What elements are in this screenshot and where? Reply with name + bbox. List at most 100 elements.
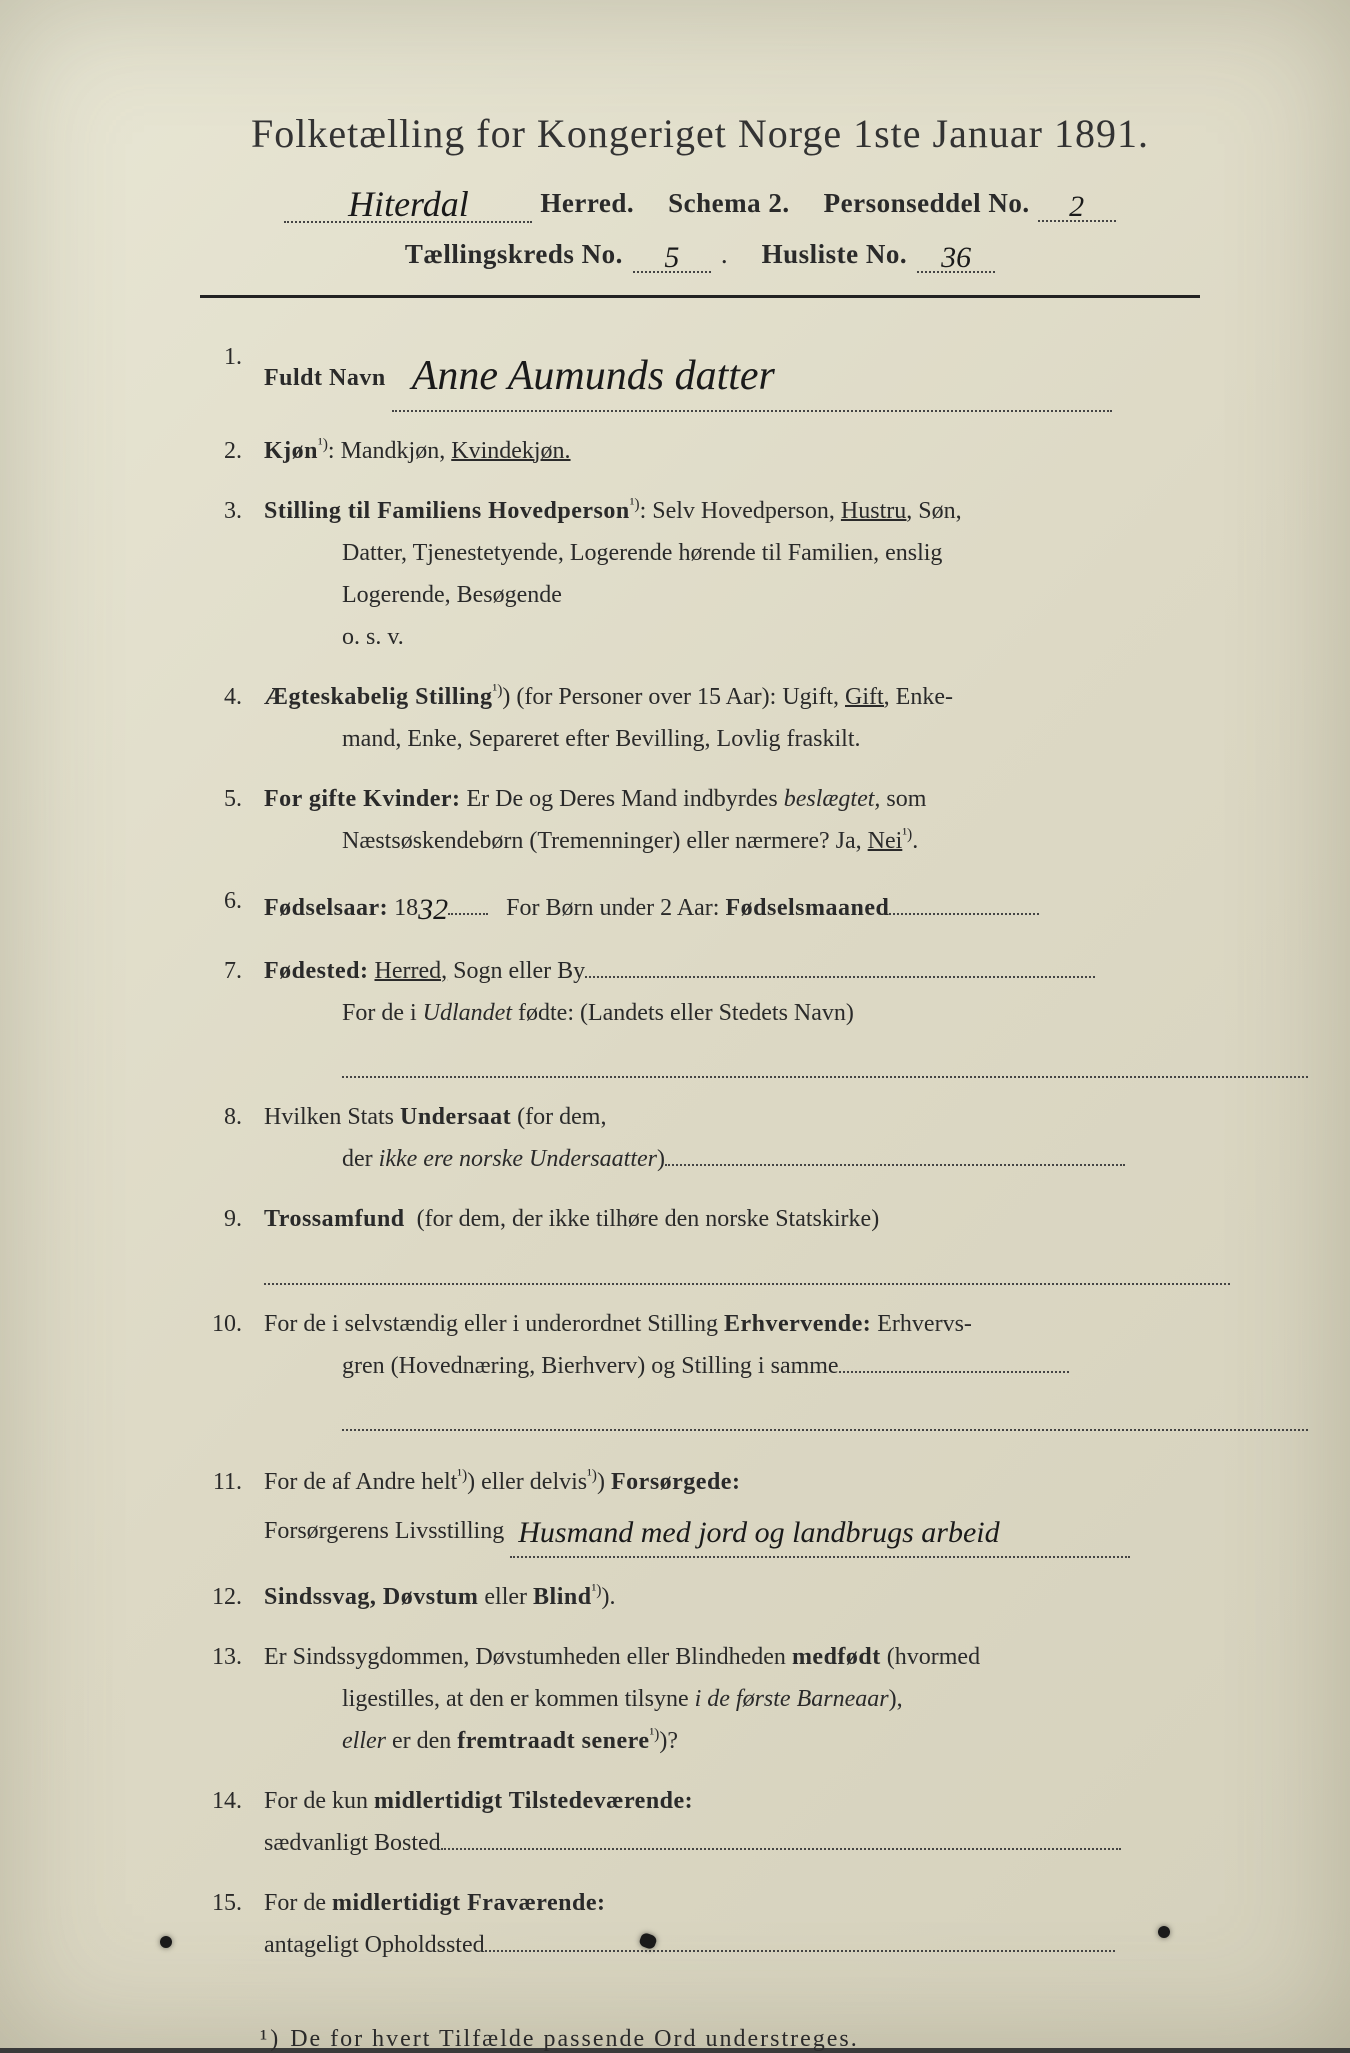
husliste-value: 36: [941, 241, 971, 274]
item-number: 2.: [180, 430, 264, 472]
item-number: 14.: [180, 1780, 264, 1822]
line3: eller er den fremtraadt senere¹))?: [264, 1720, 678, 1762]
opt-kvindekjon: Kvindekjøn.: [451, 438, 570, 464]
item-number: 12.: [180, 1576, 264, 1618]
text: gren (Hovednæring, Bierhverv) og Stillin…: [264, 1345, 839, 1387]
label-stilling: Stilling til Familiens Hovedperson: [264, 498, 630, 524]
text-italic: ikke ere norske Undersaatter: [379, 1146, 657, 1172]
label-tilstedevaerende: midlertidigt Tilstedeværende:: [374, 1788, 693, 1814]
text: mand, Enke, Separeret efter Bevilling, L…: [264, 718, 861, 760]
sup-marker: ¹): [902, 826, 912, 843]
item-2: 2. Kjøn¹): Mandkjøn, Kvindekjøn.: [180, 430, 1230, 472]
dots: [585, 976, 1095, 978]
item-content: Fuldt Navn Anne Aumunds datter: [264, 336, 1230, 412]
census-form-page: Folketælling for Kongeriget Norge 1ste J…: [0, 0, 1350, 2048]
husliste-field: 36: [917, 237, 995, 273]
text: Forsørgerens Livsstilling: [264, 1518, 504, 1544]
close-paren: ): [467, 1469, 475, 1495]
dots: [665, 1164, 1125, 1166]
label-sindssvag: Sindssvag, Døvstum: [264, 1584, 478, 1610]
text: For Børn under 2 Aar:: [506, 895, 719, 921]
item-content: For de midlertidigt Fraværende: antageli…: [264, 1882, 1230, 1966]
taellingskreds-value: 5: [664, 241, 679, 274]
month-dots: [889, 913, 1039, 915]
year-prefix: 18: [394, 895, 418, 921]
item-number: 5.: [180, 778, 264, 820]
text-italic: eller: [342, 1728, 386, 1754]
text: Sogn eller By: [453, 958, 585, 984]
label-kjon: Kjøn: [264, 438, 318, 464]
label-fuldt-navn: Fuldt Navn: [264, 365, 386, 391]
text: som: [886, 786, 926, 812]
item-number: 11.: [180, 1461, 264, 1503]
paper-hole-icon: [1158, 1926, 1170, 1938]
schema-label: Schema 2.: [668, 188, 790, 219]
item-1: 1. Fuldt Navn Anne Aumunds datter: [180, 336, 1230, 412]
comma-close: ),: [889, 1686, 903, 1712]
blank-line: [342, 1038, 1308, 1078]
text: ligestilles, at den er kommen tilsyne: [342, 1686, 689, 1712]
paper-hole-icon: [160, 1936, 172, 1948]
item-13: 13. Er Sindssygdommen, Døvstumheden elle…: [180, 1636, 1230, 1762]
header-divider: [200, 295, 1200, 298]
text: Datter, Tjenestetyende, Logerende hørend…: [264, 532, 942, 574]
text: For de i selvstændig eller i underordnet…: [264, 1311, 718, 1337]
text: eller delvis: [481, 1469, 587, 1495]
item-11: 11. For de af Andre helt¹)) eller delvis…: [180, 1461, 1230, 1558]
text: Logerende, Besøgende: [264, 574, 562, 616]
form-items: 1. Fuldt Navn Anne Aumunds datter 2. Kjø…: [170, 336, 1230, 1966]
dot: .: [721, 239, 728, 270]
text: For de: [264, 1890, 326, 1916]
year-value: 32: [418, 893, 448, 926]
item-7: 7. Fødested: Herred, Sogn eller By For d…: [180, 950, 1230, 1078]
header-row-2: Tællingskreds No. 5 . Husliste No. 36: [170, 237, 1230, 273]
label-fravaerende: midlertidigt Fraværende:: [332, 1890, 606, 1916]
line2: ligestilles, at den er kommen tilsyne i …: [264, 1678, 903, 1720]
opt-ugift: Ugift,: [782, 684, 839, 710]
item-14: 14. For de kun midlertidigt Tilstedevære…: [180, 1780, 1230, 1864]
form-header: Folketælling for Kongeriget Norge 1ste J…: [170, 110, 1230, 273]
livsstilling-field: Husmand med jord og landbrugs arbeid: [510, 1503, 1130, 1558]
herred-value: Hiterdal: [348, 184, 469, 224]
item-number: 10.: [180, 1303, 264, 1345]
header-row-1: Hiterdal Herred. Schema 2. Personseddel …: [170, 179, 1230, 223]
name-field: Anne Aumunds datter: [392, 336, 1112, 412]
text: eller: [484, 1584, 527, 1610]
label-fodselsaar: Fødselsaar:: [264, 895, 388, 921]
item-4: 4. Ægteskabelig Stilling¹)) (for Persone…: [180, 676, 1230, 760]
item-content: Er Sindssygdommen, Døvstumheden eller Bl…: [264, 1636, 1230, 1762]
label-trossamfund: Trossamfund: [264, 1206, 405, 1232]
item-number: 9.: [180, 1198, 264, 1240]
sup-marker: ¹): [457, 1467, 467, 1484]
taellingskreds-label: Tællingskreds No.: [405, 239, 623, 270]
item-content: Hvilken Stats Undersaat (for dem, der ik…: [264, 1096, 1230, 1180]
text: Selv Hovedperson,: [652, 498, 835, 524]
personseddel-label: Personseddel No.: [824, 188, 1030, 219]
opt-mandkjon: Mandkjøn,: [341, 438, 446, 464]
taellingskreds-field: 5: [633, 237, 711, 273]
text: Erhvervs-: [877, 1311, 972, 1337]
label-gifte-kvinder: For gifte Kvinder:: [264, 786, 461, 812]
text: (for dem, der ikke tilhøre den norske St…: [417, 1206, 880, 1232]
name-value: Anne Aumunds datter: [392, 353, 775, 399]
text: Hvilken Stats: [264, 1104, 394, 1130]
item-content: For gifte Kvinder: Er De og Deres Mand i…: [264, 778, 1230, 862]
label-undersaat: Undersaat: [400, 1104, 511, 1130]
beslaegtet: beslægtet,: [784, 786, 881, 812]
item-9: 9. Trossamfund (for dem, der ikke tilhør…: [180, 1198, 1230, 1284]
text: For de kun: [264, 1788, 368, 1814]
blank-line: [342, 1391, 1308, 1431]
opt-nei: Nei: [868, 828, 903, 854]
item-content: Fødselsaar: 1832 For Børn under 2 Aar: F…: [264, 880, 1230, 933]
text: er den: [392, 1728, 451, 1754]
close-paren: ): [657, 1146, 665, 1172]
item-content: For de af Andre helt¹)) eller delvis¹)) …: [264, 1461, 1230, 1558]
dots: [839, 1371, 1069, 1373]
item-number: 3.: [180, 490, 264, 532]
line2: For de i Udlandet fødte: (Landets eller …: [264, 992, 854, 1034]
label-blind: Blind: [533, 1584, 592, 1610]
text: For de i: [342, 1000, 417, 1026]
sup-marker: ¹): [630, 496, 640, 513]
text: Næstsøskendebørn (Tremenninger) eller næ…: [264, 820, 862, 862]
item-content: For de kun midlertidigt Tilstedeværende:…: [264, 1780, 1230, 1864]
